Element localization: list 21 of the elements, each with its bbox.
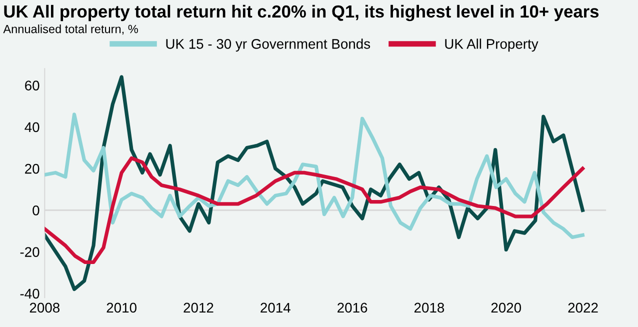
legend-label: UK All Property: [445, 38, 538, 52]
chart-title: UK All property total return hit c.20% in Q1, its highest level in 10+ years: [4, 4, 599, 22]
line-series: [44, 156, 584, 264]
legend-label: UK 15 - 30 yr Government Bonds: [166, 38, 370, 52]
x-tick-label: 2016: [338, 302, 368, 313]
x-tick-label: 2020: [491, 302, 522, 313]
x-tick-label: 2010: [106, 302, 136, 313]
x-tick-label: 2014: [260, 302, 290, 313]
y-tick-label: -40: [20, 288, 40, 299]
x-tick-label: 2008: [30, 302, 60, 313]
x-tick-label: 2012: [184, 302, 214, 313]
y-tick-label: 20: [25, 164, 40, 174]
line-series: [44, 112, 584, 240]
x-tick-label: 2022: [568, 302, 598, 313]
chart-subtitle: Annualised total return, %: [3, 24, 138, 35]
x-tick-label: 2018: [414, 302, 444, 313]
line-series: [44, 75, 584, 292]
y-tick-label: -20: [20, 247, 40, 257]
y-tick-label: 0: [32, 206, 40, 216]
y-tick-label: 60: [25, 80, 40, 90]
y-tick-label: 40: [24, 122, 40, 132]
